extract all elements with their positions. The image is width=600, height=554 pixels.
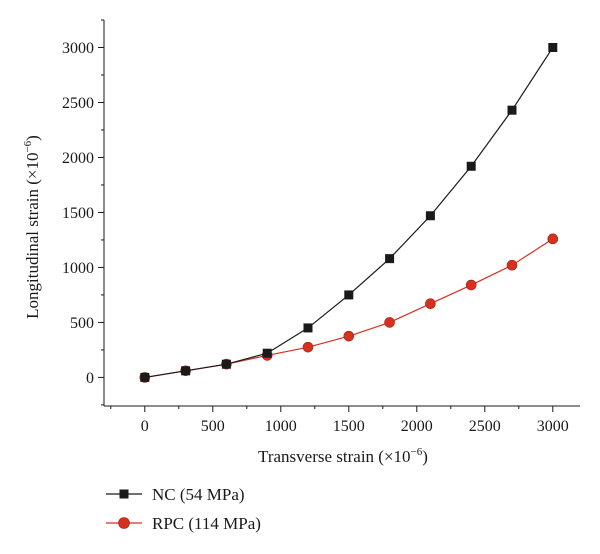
- data-point-square: [385, 254, 395, 264]
- series-line: [144, 47, 554, 379]
- axes: 0 500 1000 1500 2000 2500 3000 0 500 1000 1500 2000…: [62, 19, 580, 435]
- y-tick-label: 2000: [62, 150, 94, 167]
- y-tick-label: 1500: [62, 205, 94, 222]
- data-point-square: [507, 105, 517, 115]
- data-point-square: [221, 359, 231, 369]
- data-point-circle: [547, 233, 559, 245]
- legend-rpc-circle-marker: [118, 517, 130, 529]
- y-tick-label: 1000: [62, 260, 94, 277]
- data-point-circle: [506, 259, 518, 271]
- y-axis-title: Longitudinal strain (×10−6): [22, 135, 42, 319]
- data-point-square: [425, 211, 435, 221]
- data-point-square: [344, 290, 354, 300]
- data-point-circle: [425, 298, 436, 310]
- x-tick-label: 0: [141, 418, 149, 435]
- data-point-square: [548, 42, 558, 52]
- x-tick-label: 3000: [537, 418, 569, 435]
- data-point-square: [181, 366, 191, 376]
- legend: NC (54 MPa) RPC (114 MPa): [106, 485, 261, 533]
- y-tick-label: 2500: [62, 95, 94, 112]
- x-tick-label: 2500: [469, 418, 501, 435]
- x-axis-title: Transverse strain (×10−6): [258, 446, 428, 466]
- y-tick-label: 3000: [62, 40, 94, 57]
- data-point-circle: [465, 279, 477, 291]
- x-tick-label: 500: [201, 418, 225, 435]
- legend-label-nc: NC (54 MPa): [152, 485, 245, 504]
- data-point-square: [303, 323, 313, 333]
- series-rpc: [139, 233, 559, 383]
- legend-item-rpc: RPC (114 MPa): [106, 514, 261, 533]
- legend-nc-square-marker: [119, 489, 129, 499]
- data-point-square: [262, 348, 272, 358]
- y-tick-label: 500: [70, 315, 94, 332]
- data-point-square: [466, 161, 476, 171]
- series-nc: [140, 42, 558, 382]
- x-tick-label: 1500: [333, 418, 365, 435]
- y-tick-label: 0: [86, 370, 94, 387]
- series-line: [144, 238, 554, 379]
- x-tick-label: 2000: [401, 418, 433, 435]
- data-point-circle: [343, 330, 355, 342]
- series-layer: [139, 42, 559, 383]
- data-point-circle: [302, 341, 314, 353]
- data-point-circle: [384, 317, 395, 328]
- x-tick-label: 1000: [265, 418, 297, 435]
- legend-item-nc: NC (54 MPa): [106, 485, 245, 504]
- legend-label-rpc: RPC (114 MPa): [152, 514, 261, 533]
- data-point-square: [140, 372, 150, 382]
